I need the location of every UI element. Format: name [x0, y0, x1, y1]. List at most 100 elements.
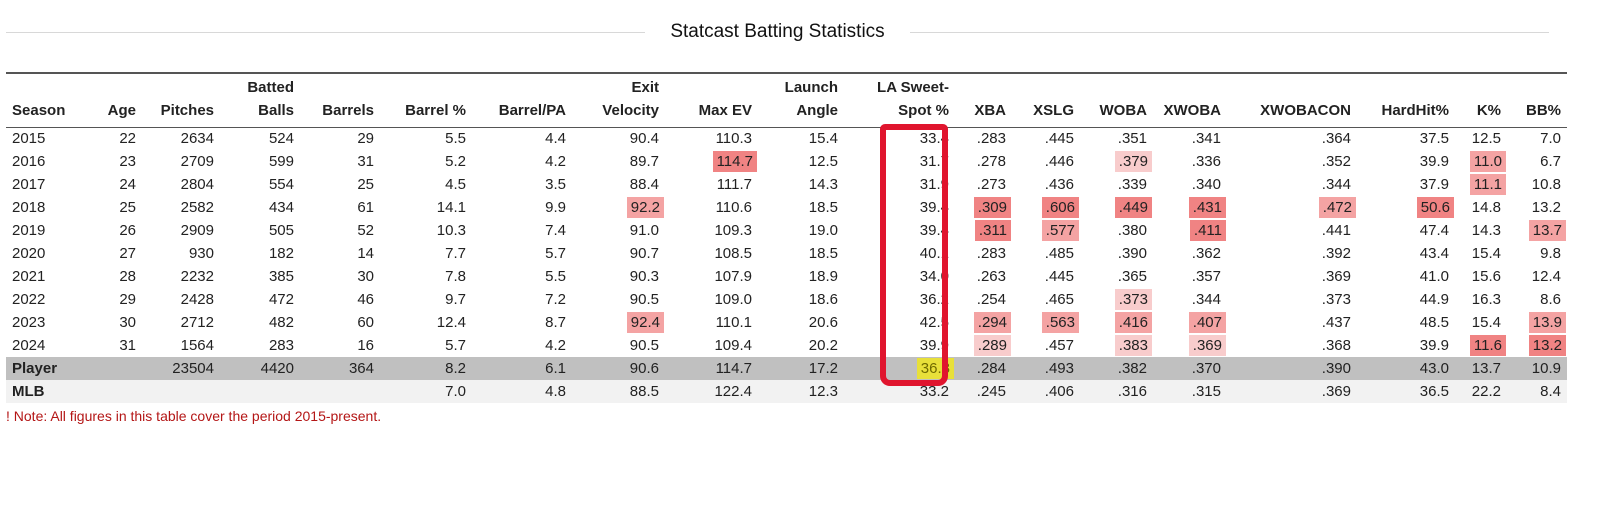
cell-xba: .254	[976, 291, 1006, 308]
highlighted-value: .369	[1188, 335, 1226, 356]
cell-season: 2020	[12, 245, 46, 262]
cell-pitches: 2709	[180, 153, 214, 170]
cell-xwobacon: .368	[1321, 337, 1351, 354]
stats-table-wrap: Season Age Pitches Batted Balls Barrels Ba…	[6, 72, 1567, 403]
cell-xwoba: .370	[1153, 357, 1227, 380]
cell-season: 2015	[12, 130, 46, 148]
cell-hardhit: 47.4	[1419, 222, 1449, 239]
cell-pitches: 1564	[180, 337, 214, 354]
cell-xslg: .465	[1044, 291, 1074, 308]
page-title: Statcast Batting Statistics	[670, 21, 885, 42]
cell-barrels: 46	[357, 291, 374, 308]
cell-exit-velocity: 88.5	[572, 380, 665, 403]
cell-xba: .294	[955, 311, 1012, 334]
highlighted-value: 36.3	[916, 358, 954, 379]
cell-woba: .416	[1080, 311, 1153, 334]
cell-launch-angle: 18.6	[808, 291, 838, 308]
column-header-woba[interactable]: WOBA	[1080, 72, 1153, 128]
table-row: 2017 24 2804 554 25 4.5 3.5 88.4 111.7 14.3 31.9 .2…	[6, 173, 1567, 196]
cell-hardhit: 48.5	[1419, 314, 1449, 331]
cell-season: 2023	[12, 314, 46, 331]
cell-la-sweet-spot: 39.4	[919, 222, 949, 239]
column-header-line2: WOBA	[1099, 101, 1148, 119]
column-header-barrel-pct[interactable]: Barrel %	[380, 72, 472, 128]
highlighted-value: .449	[1114, 197, 1152, 218]
cell-max-ev: 107.9	[714, 268, 752, 285]
column-header-line1: LA Sweet-	[877, 78, 949, 96]
cell-batted-balls: 482	[268, 314, 294, 331]
column-header-batted-balls[interactable]: Batted Balls	[220, 72, 300, 128]
cell-xslg: .563	[1012, 311, 1080, 334]
column-header-hardhit[interactable]: HardHit%	[1357, 72, 1455, 128]
cell-bb-pct: 8.6	[1540, 291, 1561, 308]
cell-k-pct: 16.3	[1471, 291, 1501, 308]
cell-bb-pct: 13.2	[1507, 334, 1567, 357]
column-header-barrels[interactable]: Barrels	[300, 72, 380, 128]
cell-bb-pct: 13.7	[1507, 219, 1567, 242]
cell-barrel-pct: 5.5	[445, 130, 466, 148]
cell-barrel-pa: 5.7	[545, 245, 566, 262]
highlighted-value: .563	[1041, 312, 1079, 333]
cell-la-sweet-spot: 40.1	[919, 245, 949, 262]
table-header-row: Season Age Pitches Batted Balls Barrels Ba…	[6, 72, 1567, 128]
cell-xwoba: .362	[1191, 245, 1221, 262]
cell-max-ev: 110.6	[715, 199, 752, 216]
column-header-line2: Balls	[258, 101, 294, 119]
column-header-xwobacon[interactable]: XWOBACON	[1227, 72, 1357, 128]
column-header-bb-pct[interactable]: BB%	[1507, 72, 1567, 128]
cell-woba: .316	[1080, 380, 1153, 403]
column-header-xwoba[interactable]: XWOBA	[1153, 72, 1227, 128]
cell-xwoba: .344	[1191, 291, 1221, 308]
cell-hardhit: 37.5	[1419, 130, 1449, 148]
column-header-launch-angle[interactable]: Launch Angle	[758, 72, 844, 128]
cell-xslg: .457	[1044, 337, 1074, 354]
column-header-line2: Season	[12, 101, 66, 119]
cell-exit-velocity: 89.7	[629, 153, 659, 170]
cell-xwobacon: .344	[1321, 176, 1351, 193]
cell-season: 2021	[12, 268, 46, 285]
cell-bb-pct: 10.9	[1507, 357, 1567, 380]
cell-barrels: 52	[357, 222, 374, 239]
column-header-season[interactable]: Season	[6, 72, 68, 128]
cell-season: 2018	[12, 199, 46, 216]
player-total-row: Player 23504 4420 364 8.2 6.1 90.6 114.7 17.2 36.…	[6, 357, 1567, 380]
cell-woba: .382	[1080, 357, 1153, 380]
column-header-max-ev[interactable]: Max EV	[665, 72, 758, 128]
highlighted-value: 92.2	[626, 197, 664, 218]
cell-season: 2022	[12, 291, 46, 308]
cell-k-pct: 11.1	[1455, 173, 1507, 196]
column-header-pitches[interactable]: Pitches	[142, 72, 220, 128]
column-header-exit-velocity[interactable]: Exit Velocity	[572, 72, 665, 128]
cell-launch-angle: 18.5	[808, 245, 838, 262]
cell-exit-velocity: 90.3	[629, 268, 659, 285]
column-header-la-sweet-spot[interactable]: LA Sweet- Spot %	[844, 72, 955, 128]
column-header-xslg[interactable]: XSLG	[1012, 72, 1080, 128]
cell-max-ev: 109.4	[714, 337, 752, 354]
cell-batted-balls: 434	[268, 199, 294, 216]
highlighted-value: .373	[1114, 289, 1152, 310]
cell-barrel-pa: 9.9	[545, 199, 566, 216]
cell-bb-pct: 9.8	[1540, 245, 1561, 262]
cell-woba: .379	[1080, 150, 1153, 173]
mlb-average-row: MLB 7.0 4.8 88.5 122.4 12.3 33.2.245.406.316.3…	[6, 380, 1567, 403]
cell-pitches	[142, 380, 220, 403]
table-row: 2024 31 1564 283 16 5.7 4.2 90.5 109.4 20.2 39.9 .2…	[6, 334, 1567, 357]
column-header-line2: Barrel %	[405, 101, 466, 119]
cell-batted-balls: 283	[268, 337, 294, 354]
column-header-k-pct[interactable]: K%	[1455, 72, 1507, 128]
cell-la-sweet-spot: 33.4	[919, 130, 949, 148]
cell-barrel-pct: 5.7	[445, 337, 466, 354]
cell-season: 2019	[12, 222, 46, 239]
column-header-xba[interactable]: XBA	[955, 72, 1012, 128]
cell-launch-angle: 18.5	[808, 199, 838, 216]
cell-xwobacon: .364	[1321, 130, 1351, 148]
cell-age: 22	[119, 130, 136, 148]
highlighted-value: 50.6	[1416, 197, 1454, 218]
column-header-barrel-pa[interactable]: Barrel/PA	[472, 72, 572, 128]
cell-hardhit: 39.9	[1419, 153, 1449, 170]
cell-barrel-pct: 10.3	[436, 222, 466, 239]
cell-k-pct: 13.7	[1455, 357, 1507, 380]
cell-hardhit: 43.4	[1419, 245, 1449, 262]
column-header-line1	[74, 76, 136, 99]
column-header-age[interactable]: Age	[68, 72, 142, 128]
